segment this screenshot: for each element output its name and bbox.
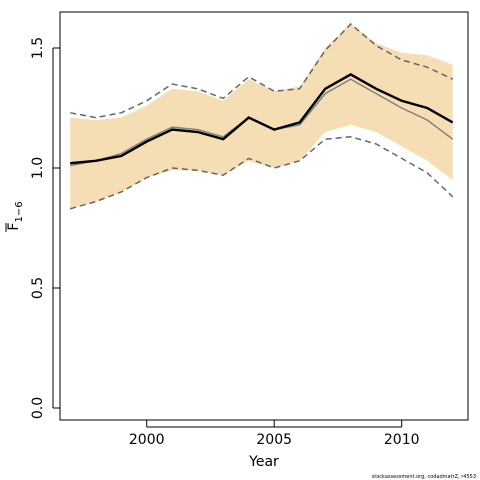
x-axis-title: Year bbox=[248, 454, 279, 470]
series-line-lower-dashed bbox=[69, 136, 454, 210]
y-axis-title-main: F bbox=[6, 223, 22, 231]
footer-credit: stockassessment.org, codadmatrZ, r4553 bbox=[372, 474, 476, 480]
confidence-band bbox=[70, 24, 453, 209]
y-axis-title: F1−6 bbox=[5, 201, 25, 232]
svg-text:F1−6: F1−6 bbox=[6, 201, 25, 230]
x-tick-label: 2000 bbox=[129, 432, 165, 448]
series-line-upper-dashed bbox=[70, 22, 454, 119]
confidence-band-layer bbox=[70, 24, 453, 209]
series-line-estimate bbox=[70, 73, 454, 165]
y-axis: 0.0 0.5 1.0 1.5 bbox=[30, 37, 60, 419]
y-tick-label: 1.5 bbox=[30, 37, 46, 59]
x-axis: 2000 2005 2010 bbox=[129, 420, 420, 448]
y-axis-title-subscript: 1−6 bbox=[14, 201, 25, 222]
y-tick-label: 1.0 bbox=[30, 157, 46, 179]
y-tick-label: 0.0 bbox=[30, 397, 46, 419]
x-tick-label: 2005 bbox=[256, 432, 292, 448]
series-lines-layer bbox=[69, 22, 454, 210]
y-tick-label: 0.5 bbox=[30, 277, 46, 299]
plot-frame bbox=[59, 11, 469, 421]
x-tick-label: 2010 bbox=[384, 432, 420, 448]
